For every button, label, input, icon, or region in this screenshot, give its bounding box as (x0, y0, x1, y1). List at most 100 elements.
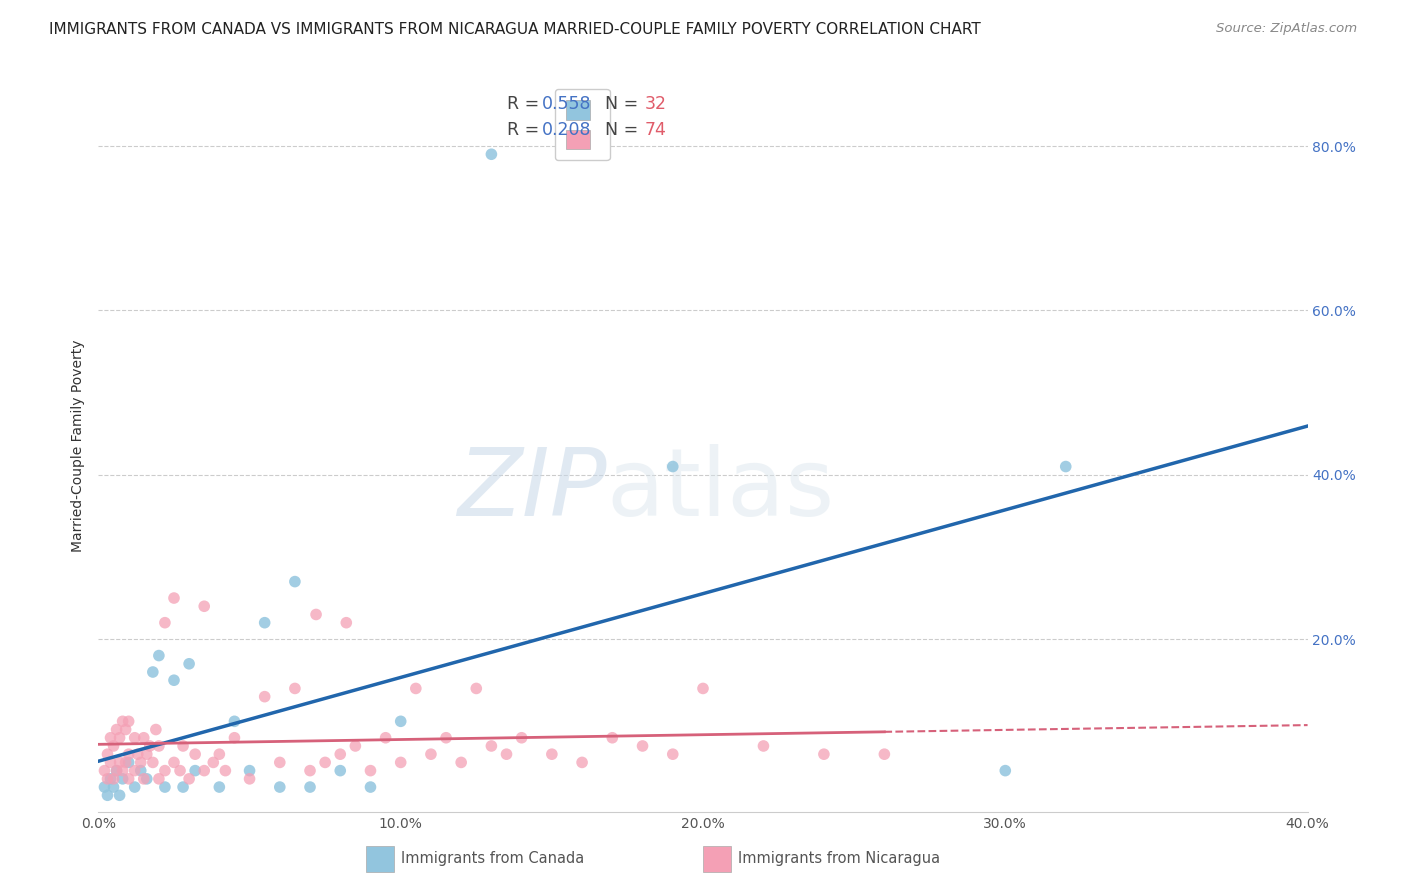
Point (163, 673, 186, 688)
Point (631, 739, 654, 753)
Point (96, 789, 118, 803)
Point (314, 756, 336, 770)
Point (571, 756, 593, 770)
Text: N =: N = (595, 121, 644, 139)
Point (214, 764, 236, 778)
Point (420, 747, 443, 762)
Point (208, 747, 231, 762)
Point (305, 607, 328, 622)
Point (344, 739, 367, 753)
Point (329, 764, 352, 778)
Point (465, 681, 488, 696)
Point (253, 615, 276, 630)
Point (692, 681, 714, 696)
Point (661, 459, 683, 474)
Point (108, 789, 131, 803)
Point (495, 747, 517, 762)
Point (100, 756, 122, 770)
Point (148, 772, 170, 786)
Point (139, 739, 162, 753)
Point (108, 731, 131, 745)
Point (224, 731, 246, 745)
Point (111, 714, 134, 729)
Text: R =: R = (508, 121, 546, 139)
Point (360, 764, 382, 778)
Legend: , : , (554, 88, 610, 161)
Point (118, 772, 141, 786)
Point (114, 723, 136, 737)
Point (148, 648, 170, 663)
Point (602, 731, 624, 745)
Point (105, 764, 128, 778)
Text: 0.558: 0.558 (543, 95, 592, 112)
Point (179, 772, 201, 786)
Point (96, 772, 118, 786)
Point (184, 764, 207, 778)
Point (481, 739, 503, 753)
Point (873, 747, 896, 762)
Point (284, 681, 307, 696)
Point (510, 731, 533, 745)
Point (329, 747, 352, 762)
Point (100, 731, 122, 745)
Point (540, 747, 562, 762)
Text: 74: 74 (645, 121, 666, 139)
Text: Source: ZipAtlas.com: Source: ZipAtlas.com (1216, 22, 1357, 36)
Point (284, 574, 307, 589)
Point (124, 780, 146, 794)
Point (450, 756, 472, 770)
Point (374, 731, 396, 745)
Text: IMMIGRANTS FROM CANADA VS IMMIGRANTS FROM NICARAGUA MARRIED-COUPLE FAMILY POVERT: IMMIGRANTS FROM CANADA VS IMMIGRANTS FRO… (49, 22, 981, 37)
Point (360, 780, 382, 794)
Point (481, 147, 503, 161)
Point (142, 665, 165, 679)
Point (111, 764, 134, 778)
Point (434, 731, 457, 745)
Point (193, 599, 215, 614)
Point (179, 657, 201, 671)
Point (103, 772, 125, 786)
Point (111, 772, 134, 786)
Point (103, 739, 125, 753)
Point (93, 780, 115, 794)
Point (405, 681, 427, 696)
Point (184, 747, 207, 762)
Point (813, 747, 835, 762)
Point (163, 591, 186, 605)
Point (253, 690, 276, 704)
Point (132, 772, 155, 786)
Point (153, 615, 176, 630)
Point (153, 780, 176, 794)
Point (100, 772, 122, 786)
Text: 0.208: 0.208 (543, 121, 592, 139)
Point (752, 739, 775, 753)
Point (124, 731, 146, 745)
Point (1054, 459, 1077, 474)
Point (132, 731, 155, 745)
Point (118, 747, 141, 762)
Point (135, 772, 157, 786)
Text: atlas: atlas (606, 444, 835, 536)
Point (96, 747, 118, 762)
Point (299, 780, 322, 794)
Point (105, 723, 128, 737)
Point (208, 780, 231, 794)
Y-axis label: Married-Couple Family Poverty: Married-Couple Family Poverty (70, 340, 84, 552)
Point (661, 747, 683, 762)
Point (148, 739, 170, 753)
Point (129, 764, 152, 778)
Text: ZIP: ZIP (457, 444, 606, 535)
Point (172, 780, 194, 794)
Point (193, 764, 215, 778)
Point (135, 747, 157, 762)
Point (103, 780, 125, 794)
Point (105, 764, 128, 778)
Point (114, 756, 136, 770)
Point (299, 764, 322, 778)
Point (269, 756, 291, 770)
Text: Immigrants from Canada: Immigrants from Canada (401, 851, 583, 865)
Point (169, 764, 191, 778)
Point (118, 756, 141, 770)
Point (93, 764, 115, 778)
Point (172, 739, 194, 753)
